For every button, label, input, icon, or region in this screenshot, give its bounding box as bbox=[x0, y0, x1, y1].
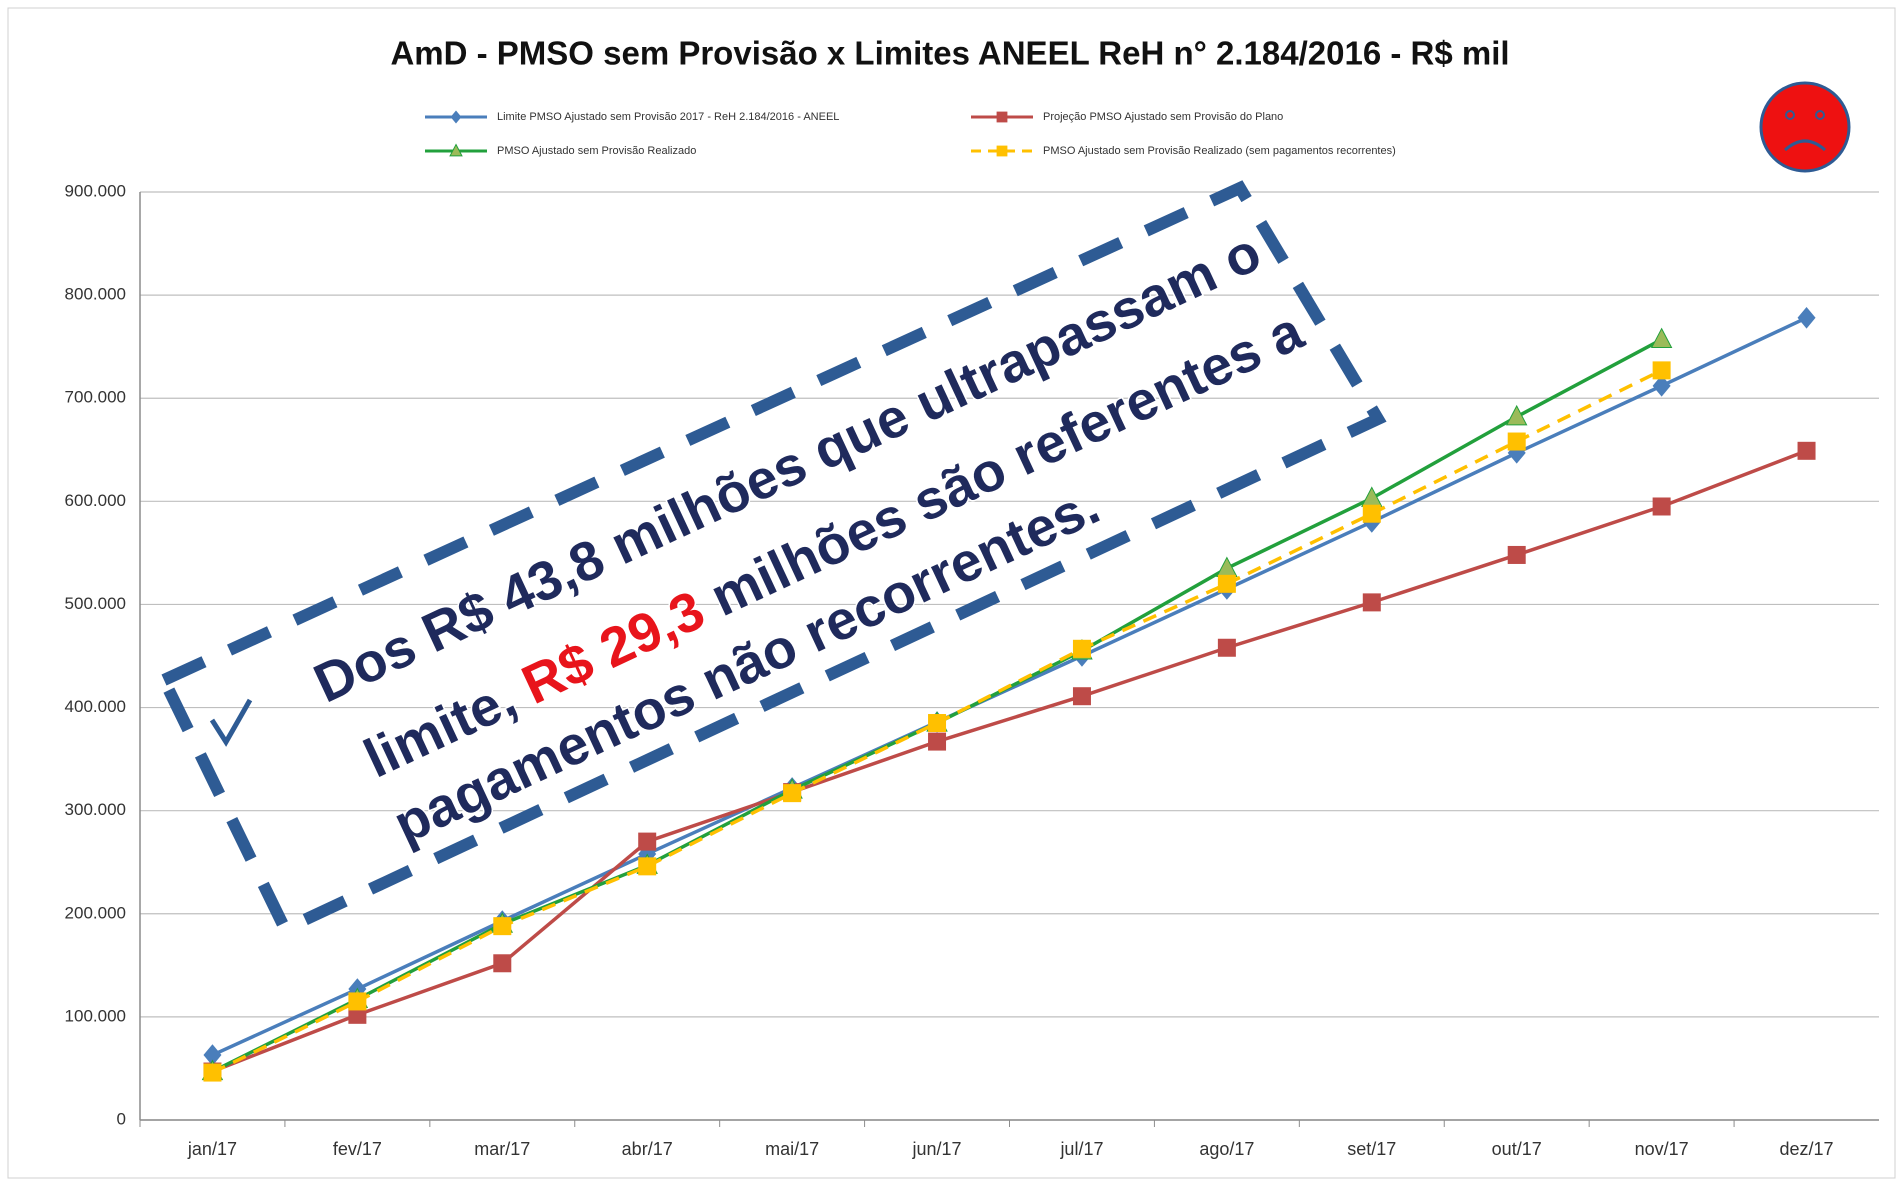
x-tick-label: out/17 bbox=[1492, 1139, 1542, 1159]
y-tick-label: 800.000 bbox=[65, 285, 126, 304]
y-tick-label: 900.000 bbox=[65, 181, 126, 200]
marker bbox=[1072, 687, 1091, 706]
chart-title: AmD - PMSO sem Provisão x Limites ANEEL … bbox=[390, 35, 1509, 72]
x-tick-label: nov/17 bbox=[1635, 1139, 1689, 1159]
y-tick-label: 500.000 bbox=[65, 594, 126, 613]
marker bbox=[1797, 306, 1816, 329]
x-tick-label: abr/17 bbox=[622, 1139, 673, 1159]
legend-label: PMSO Ajustado sem Provisão Realizado bbox=[497, 145, 696, 157]
x-tick-label: mar/17 bbox=[474, 1139, 530, 1159]
y-tick-label: 600.000 bbox=[65, 491, 126, 510]
x-tick-label: set/17 bbox=[1347, 1139, 1396, 1159]
y-tick-label: 700.000 bbox=[65, 388, 126, 407]
marker bbox=[928, 714, 947, 733]
x-tick-label: jan/17 bbox=[187, 1139, 237, 1159]
marker bbox=[1507, 545, 1526, 564]
y-tick-label: 400.000 bbox=[65, 697, 126, 716]
series-line bbox=[211, 368, 1663, 1075]
marker bbox=[1362, 593, 1381, 612]
marker bbox=[493, 954, 512, 973]
legend-label: PMSO Ajustado sem Provisão Realizado (se… bbox=[1043, 145, 1396, 157]
marker bbox=[638, 857, 657, 876]
marker bbox=[1362, 504, 1381, 523]
marker bbox=[1507, 442, 1526, 464]
legend-label: Projeção PMSO Ajustado sem Provisão do P… bbox=[1043, 111, 1283, 123]
marker bbox=[1217, 574, 1236, 593]
marker bbox=[450, 110, 462, 124]
y-tick-label: 300.000 bbox=[65, 800, 126, 819]
marker bbox=[1652, 497, 1671, 516]
marker bbox=[1650, 327, 1673, 349]
x-tick-label: jun/17 bbox=[912, 1139, 962, 1159]
marker bbox=[1652, 361, 1671, 380]
y-tick-label: 0 bbox=[117, 1109, 126, 1128]
sad-face-icon bbox=[1759, 81, 1851, 173]
marker bbox=[449, 143, 463, 157]
marker bbox=[996, 111, 1008, 123]
annotation-box bbox=[155, 180, 1387, 937]
marker bbox=[1652, 375, 1671, 397]
series-line bbox=[211, 316, 1808, 1057]
y-tick-label: 200.000 bbox=[65, 903, 126, 922]
marker bbox=[1505, 404, 1528, 426]
legend-label: Limite PMSO Ajustado sem Provisão 2017 -… bbox=[497, 111, 839, 123]
marker bbox=[783, 784, 802, 803]
marker bbox=[348, 992, 367, 1011]
marker bbox=[493, 917, 512, 936]
x-tick-label: jul/17 bbox=[1059, 1139, 1103, 1159]
x-tick-label: mai/17 bbox=[765, 1139, 819, 1159]
x-tick-label: fev/17 bbox=[333, 1139, 382, 1159]
marker bbox=[1507, 432, 1526, 451]
x-tick-label: ago/17 bbox=[1199, 1139, 1254, 1159]
marker bbox=[1072, 639, 1091, 658]
y-tick-label: 100.000 bbox=[65, 1006, 126, 1025]
marker bbox=[1217, 638, 1236, 657]
marker bbox=[203, 1063, 222, 1082]
series-line bbox=[211, 449, 1808, 1074]
x-tick-label: dez/17 bbox=[1780, 1139, 1834, 1159]
marker bbox=[1797, 441, 1816, 460]
marker bbox=[928, 732, 947, 751]
check-icon bbox=[209, 698, 253, 747]
chart-frame bbox=[7, 7, 1896, 1179]
marker bbox=[203, 1044, 222, 1066]
marker bbox=[638, 832, 657, 851]
marker bbox=[996, 145, 1008, 157]
